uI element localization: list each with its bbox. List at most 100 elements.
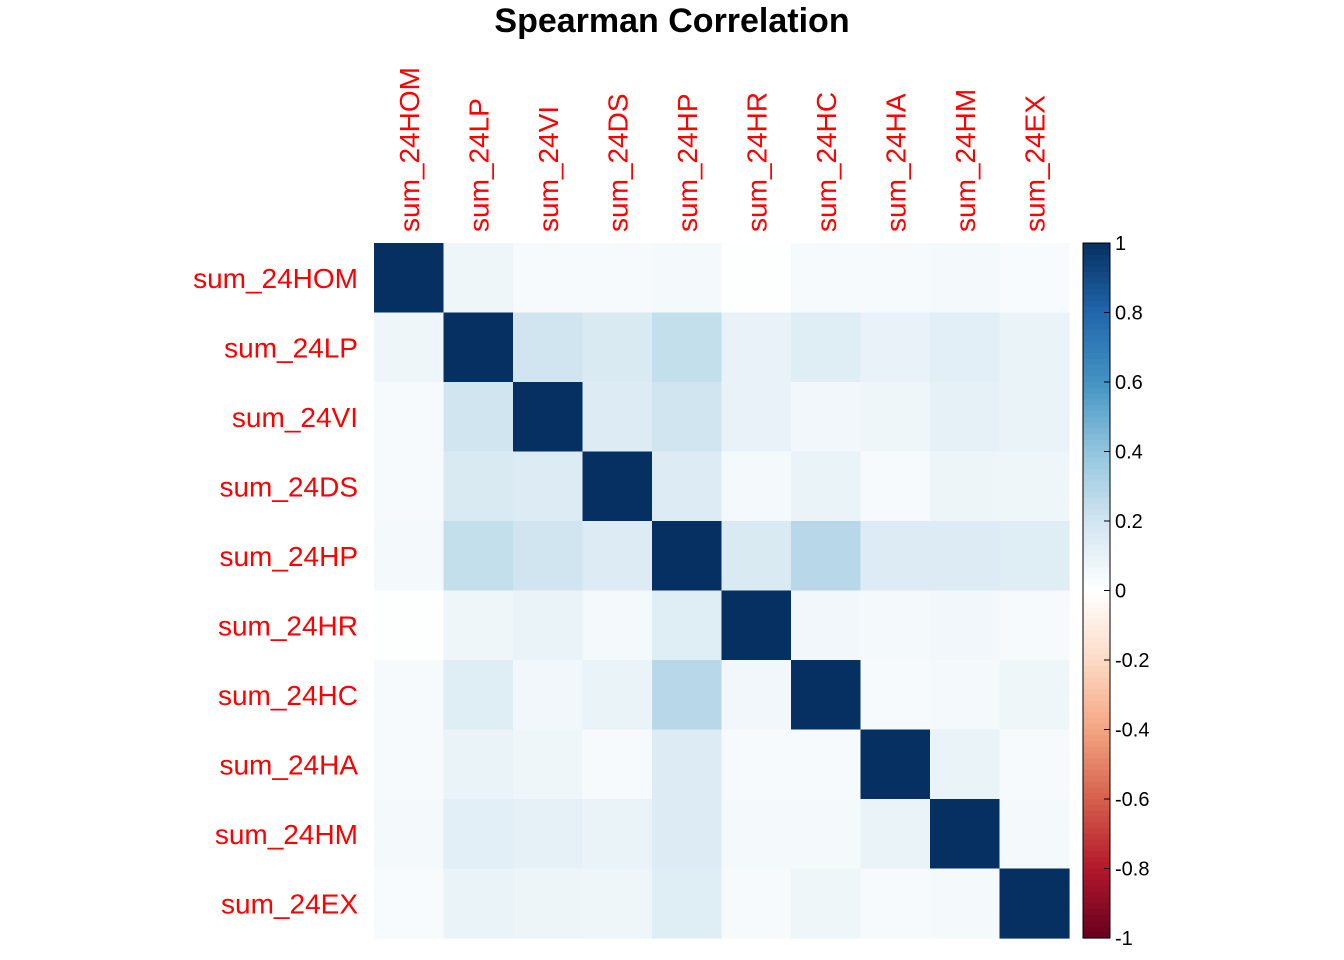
colorbar-tick-label: 0.6 <box>1115 372 1143 394</box>
colorbar-segment <box>1083 271 1110 279</box>
colorbar-tick-label: 0.4 <box>1115 442 1143 464</box>
heatmap-cell-sum_24HR-sum_24HR <box>721 590 792 661</box>
heatmap-cell-sum_24HM-sum_24VI <box>513 799 584 870</box>
colorbar-segment <box>1083 868 1110 875</box>
colorbar-segment <box>1083 694 1110 702</box>
heatmap-cell-sum_24HP-sum_24HC <box>791 521 862 592</box>
colorbar-segment <box>1083 544 1110 551</box>
heatmap-cell-sum_24LP-sum_24HA <box>860 312 931 383</box>
colorbar-segment <box>1083 770 1110 777</box>
colorbar-segment <box>1083 434 1110 441</box>
colorbar-segment <box>1083 364 1110 372</box>
colorbar-segment <box>1083 405 1110 412</box>
heatmap-cell-sum_24LP-sum_24EX <box>999 312 1070 383</box>
colorbar-segment <box>1083 324 1110 331</box>
colorbar-segment <box>1083 439 1110 447</box>
heatmap-cell-sum_24LP-sum_24HM <box>930 312 1001 383</box>
row-label: sum_24EX <box>221 888 358 919</box>
heatmap-cell-sum_24EX-sum_24VI <box>513 868 584 939</box>
row-labels: sum_24HOM sum_24LP sum_24VI sum_24DS sum_24H… <box>193 263 358 920</box>
colorbar-segment <box>1083 312 1110 319</box>
colorbar-segment <box>1083 382 1110 389</box>
colorbar-segment <box>1083 486 1110 493</box>
heatmap-cells <box>374 243 1070 939</box>
colorbar-segment <box>1083 532 1110 539</box>
heatmap-cell-sum_24HR-sum_24LP <box>443 590 514 661</box>
colorbar-segment <box>1083 376 1110 383</box>
heatmap-cell-sum_24HA-sum_24DS <box>582 729 653 800</box>
colorbar-segment <box>1083 914 1110 922</box>
heatmap-cell-sum_24VI-sum_24HM <box>930 382 1001 453</box>
colorbar-segment <box>1083 353 1110 360</box>
row-label: sum_24HC <box>218 680 358 711</box>
heatmap-cell-sum_24HR-sum_24HA <box>860 590 931 661</box>
colorbar-segment <box>1083 573 1110 580</box>
colorbar-segment <box>1083 410 1110 418</box>
column-labels: sum_24HOM sum_24LP sum_24VI sum_24DS sum_24H… <box>394 67 1051 232</box>
colorbar-segment <box>1083 521 1110 528</box>
colorbar-segment <box>1083 932 1110 939</box>
heatmap-cell-sum_24HA-sum_24HC <box>791 729 862 800</box>
colorbar-segment <box>1083 515 1110 522</box>
colorbar-segment <box>1083 300 1110 308</box>
colorbar-segment <box>1083 839 1110 846</box>
heatmap-cell-sum_24HR-sum_24HOM <box>374 590 445 661</box>
colorbar-segment <box>1083 509 1110 516</box>
heatmap-cell-sum_24VI-sum_24VI <box>513 382 584 453</box>
heatmap-cell-sum_24HA-sum_24HM <box>930 729 1001 800</box>
heatmap-cell-sum_24VI-sum_24HOM <box>374 382 445 453</box>
heatmap-cell-sum_24LP-sum_24HP <box>652 312 723 383</box>
colorbar-segment <box>1083 665 1110 673</box>
colorbar-segment <box>1083 584 1110 592</box>
heatmap-cell-sum_24HP-sum_24HR <box>721 521 792 592</box>
colorbar-segment <box>1083 619 1110 626</box>
colorbar-segment <box>1083 822 1110 829</box>
colorbar-segment <box>1083 335 1110 343</box>
colorbar-segment <box>1083 306 1110 314</box>
heatmap-cell-sum_24HP-sum_24VI <box>513 521 584 592</box>
colorbar-segment <box>1083 851 1110 858</box>
colorbar-segment <box>1083 260 1110 267</box>
heatmap-cell-sum_24HR-sum_24HP <box>652 590 723 661</box>
colorbar-tick-label: -0.4 <box>1115 720 1149 742</box>
heatmap-cell-sum_24DS-sum_24LP <box>443 451 514 522</box>
colorbar-segment <box>1083 295 1110 302</box>
colorbar-tick-label: -0.6 <box>1115 789 1149 811</box>
heatmap-cell-sum_24LP-sum_24HR <box>721 312 792 383</box>
colorbar-tick-label: 0.2 <box>1115 511 1143 533</box>
heatmap-cell-sum_24HC-sum_24HOM <box>374 660 445 731</box>
colorbar-segment <box>1083 631 1110 638</box>
heatmap-cell-sum_24HC-sum_24HP <box>652 660 723 731</box>
colorbar-segment <box>1083 891 1110 899</box>
colorbar-segment <box>1083 590 1110 597</box>
heatmap-cell-sum_24HM-sum_24HC <box>791 799 862 870</box>
heatmap-cell-sum_24HR-sum_24HC <box>791 590 862 661</box>
colorbar-segment <box>1083 341 1110 348</box>
colorbar-segment <box>1083 660 1110 667</box>
colorbar-segment <box>1083 248 1110 256</box>
column-label: sum_24HA <box>880 93 911 232</box>
colorbar-segment <box>1083 654 1110 661</box>
colorbar-segment <box>1083 677 1110 684</box>
heatmap-cell-sum_24EX-sum_24HA <box>860 868 931 939</box>
row-label: sum_24HA <box>219 749 358 780</box>
heatmap-cell-sum_24HP-sum_24LP <box>443 521 514 592</box>
heatmap-cell-sum_24HP-sum_24HA <box>860 521 931 592</box>
colorbar-segment <box>1083 613 1110 621</box>
heatmap-cell-sum_24HOM-sum_24HA <box>860 243 931 314</box>
heatmap-cell-sum_24HA-sum_24LP <box>443 729 514 800</box>
heatmap-cell-sum_24VI-sum_24HC <box>791 382 862 453</box>
colorbar-segment <box>1083 706 1110 713</box>
heatmap-cell-sum_24HC-sum_24DS <box>582 660 653 731</box>
heatmap-cell-sum_24HA-sum_24HP <box>652 729 723 800</box>
heatmap-cell-sum_24HR-sum_24HM <box>930 590 1001 661</box>
heatmap-cell-sum_24HA-sum_24HA <box>860 729 931 800</box>
heatmap-cell-sum_24HM-sum_24HA <box>860 799 931 870</box>
heatmap-cell-sum_24HM-sum_24EX <box>999 799 1070 870</box>
heatmap-cell-sum_24HR-sum_24EX <box>999 590 1070 661</box>
colorbar-segment <box>1083 729 1110 736</box>
colorbar-segment <box>1083 746 1110 754</box>
heatmap-cell-sum_24VI-sum_24HP <box>652 382 723 453</box>
heatmap-cell-sum_24HR-sum_24VI <box>513 590 584 661</box>
